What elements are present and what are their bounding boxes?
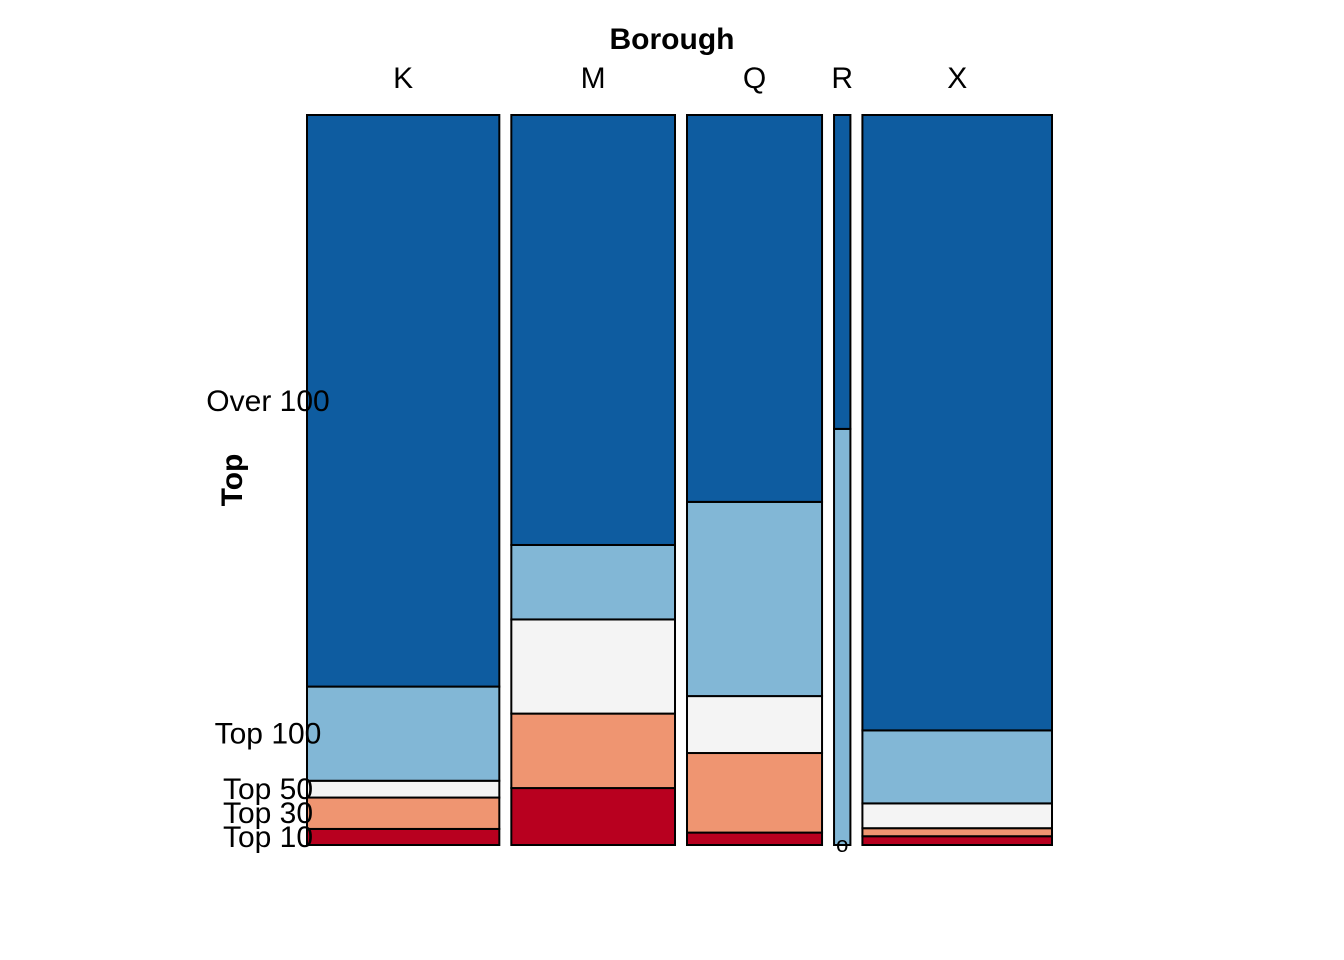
column-M (510, 114, 677, 846)
cell-X-over-100 (861, 114, 1054, 732)
column-Q (686, 114, 824, 847)
cell-X-top-30 (861, 827, 1054, 838)
cell-R-top-100 (833, 427, 852, 846)
cell-X-top-100 (861, 729, 1054, 805)
column-X (861, 114, 1054, 846)
cell-M-top-10 (510, 787, 677, 846)
cell-K-top-30 (306, 796, 501, 830)
x-variable-title: Borough (610, 23, 735, 56)
cell-Q-top-30 (686, 752, 824, 834)
column-label: M (581, 62, 606, 95)
cell-M-over-100 (510, 114, 677, 546)
cell-Q-top-100 (686, 500, 824, 698)
cell-X-top-50 (861, 802, 1054, 830)
column-K (306, 114, 501, 847)
column-label: R (831, 62, 853, 95)
column-R (833, 114, 852, 846)
cell-X-top-10 (861, 835, 1054, 846)
y-variable-title: Top (216, 454, 249, 507)
cell-K-over-100 (306, 114, 501, 688)
cell-M-top-100 (510, 543, 677, 621)
cell-M-top-50 (510, 618, 677, 715)
column-label: K (393, 62, 413, 95)
row-label: Top 100 (215, 718, 322, 751)
cell-M-top-30 (510, 712, 677, 790)
cell-K-top-50 (306, 779, 501, 799)
row-label: Top 10 (223, 821, 313, 854)
row-label: Top 50 (223, 773, 313, 806)
row-label: Over 100 (206, 385, 329, 418)
cell-K-top-100 (306, 685, 501, 782)
row-label: Top 30 (223, 797, 313, 830)
column-label: Q (743, 62, 766, 95)
cell-Q-top-50 (686, 695, 824, 755)
mosaic-columns (306, 114, 1054, 847)
cell-R-over-100 (833, 114, 852, 430)
column-labels: K M Q Ro X (393, 62, 967, 857)
empty-cell-marker: o (836, 832, 848, 857)
cell-Q-top-10 (686, 831, 824, 847)
column-label: X (947, 62, 967, 95)
cell-Q-over-100 (686, 114, 824, 503)
cell-K-top-10 (306, 827, 501, 847)
